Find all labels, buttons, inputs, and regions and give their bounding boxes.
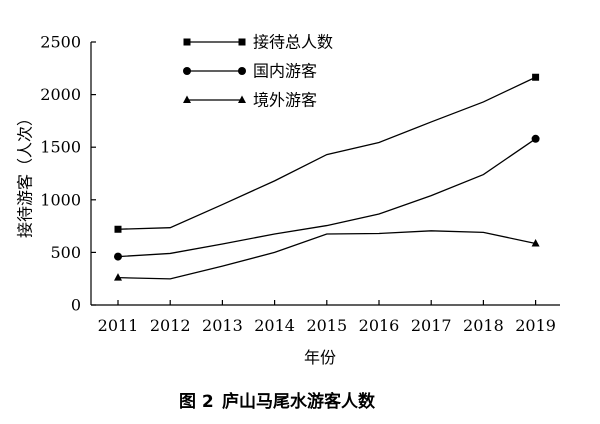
chart-axes	[90, 42, 560, 306]
series-line	[117, 230, 536, 280]
data-point-marker	[532, 73, 540, 81]
legend-label: 境外游客	[253, 91, 317, 110]
legend-entry: 接待总人数	[183, 33, 333, 52]
x-tick-label: 2011	[98, 316, 139, 335]
x-tick-label: 2012	[150, 316, 191, 335]
x-tick-label: 2017	[411, 316, 452, 335]
legend-entry: 境外游客	[183, 91, 317, 110]
legend-marker-left	[183, 67, 191, 75]
data-point-marker	[114, 252, 122, 261]
y-tick-label: 1500	[40, 138, 81, 157]
data-point-marker	[114, 273, 122, 281]
x-tick-label: 2014	[254, 316, 295, 335]
x-tick-label: 2019	[515, 316, 556, 335]
y-ticks: 0 500 1000 1500 2000 2500	[40, 33, 96, 315]
legend-label: 国内游客	[253, 62, 317, 81]
legend-entry: 国内游客	[183, 62, 317, 81]
data-point-marker	[114, 225, 122, 233]
legend-label: 接待总人数	[253, 33, 333, 52]
data-point-marker	[531, 238, 540, 247]
series-circle	[114, 134, 540, 261]
figure-caption-number: 图 2	[179, 392, 214, 412]
series-line	[117, 138, 536, 258]
y-axis-title: 接待游客（人次）	[16, 110, 35, 238]
y-tick-label: 500	[50, 243, 81, 262]
legend-marker-left	[183, 38, 191, 46]
series-triangle	[114, 230, 540, 281]
x-tick-label: 2018	[463, 316, 504, 335]
series-layer	[114, 73, 540, 281]
y-tick-label: 1000	[40, 190, 81, 209]
figure-caption-text: 庐山马尾水游客人数	[222, 391, 376, 412]
x-tick-label: 2015	[306, 316, 347, 335]
x-axis-title: 年份	[304, 348, 336, 367]
x-tick-label: 2013	[202, 316, 243, 335]
y-tick-label: 2000	[40, 85, 81, 104]
legend-marker-right	[238, 67, 246, 75]
legend-marker-left	[183, 95, 191, 103]
y-tick-label: 2500	[40, 33, 81, 52]
x-tick-label: 2016	[359, 316, 400, 335]
y-tick-label: 0	[71, 296, 81, 315]
legend-marker-right	[238, 95, 246, 103]
x-ticks: 2011 2012 2013 2014 2015 2016 2017 2018 2019	[98, 300, 556, 335]
series-square	[114, 73, 540, 233]
series-line	[117, 76, 536, 230]
legend-marker-right	[238, 38, 246, 46]
data-point-marker	[531, 134, 540, 143]
